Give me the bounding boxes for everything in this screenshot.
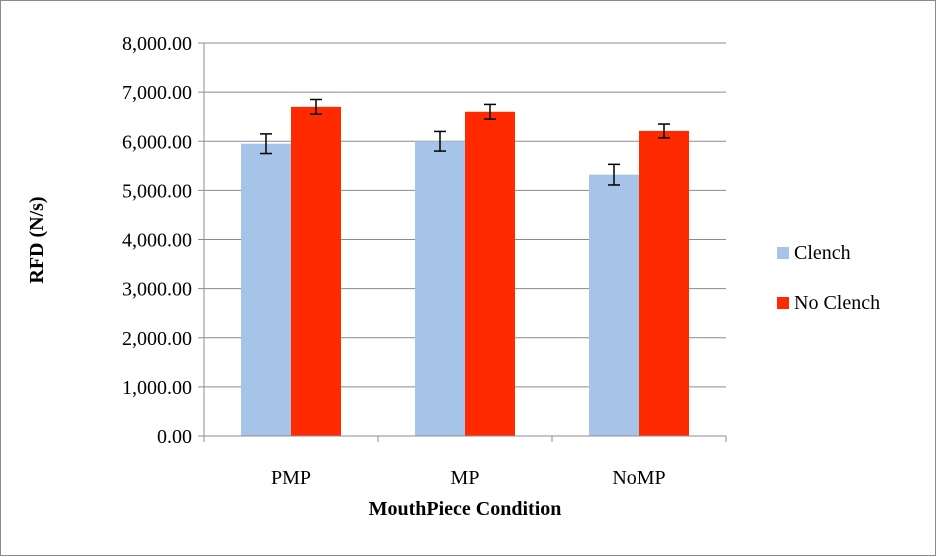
legend-label: Clench [794, 242, 851, 264]
bars [241, 106, 689, 437]
x-axis-title: MouthPiece Condition [369, 498, 562, 520]
y-tick-label: 3,000.00 [122, 279, 192, 301]
legend-label: No Clench [794, 292, 880, 314]
x-tick-label: NoMP [612, 467, 665, 489]
bar-clench [589, 174, 639, 436]
legend-swatch [777, 297, 789, 309]
legend-swatch [777, 247, 789, 259]
axes [198, 42, 727, 442]
y-tick-label: 8,000.00 [122, 33, 192, 55]
y-tick-label: 2,000.00 [122, 328, 192, 350]
bar-no-clench [639, 130, 689, 436]
y-tick-labels: 0.00 1,000.00 2,000.00 3,000.00 4,000.00 5,00… [122, 33, 192, 448]
y-tick-label: 1,000.00 [122, 377, 192, 399]
x-tick-labels: PMP MP NoMP [271, 467, 666, 489]
y-tick-label: 4,000.00 [122, 230, 192, 252]
bar-clench [415, 141, 465, 436]
bar-no-clench [465, 111, 515, 437]
legend: Clench No Clench [777, 242, 880, 314]
y-tick-label: 7,000.00 [122, 82, 192, 104]
y-tick-label: 5,000.00 [122, 180, 192, 202]
y-tick-label: 0.00 [157, 426, 192, 448]
x-tick-label: PMP [271, 467, 311, 489]
y-axis-title: RFD (N/s) [26, 196, 48, 283]
error-bars [260, 98, 670, 186]
x-tick-label: MP [451, 467, 480, 489]
bar-no-clench [291, 106, 341, 437]
bar-clench [241, 143, 291, 437]
y-tick-label: 6,000.00 [122, 131, 192, 153]
